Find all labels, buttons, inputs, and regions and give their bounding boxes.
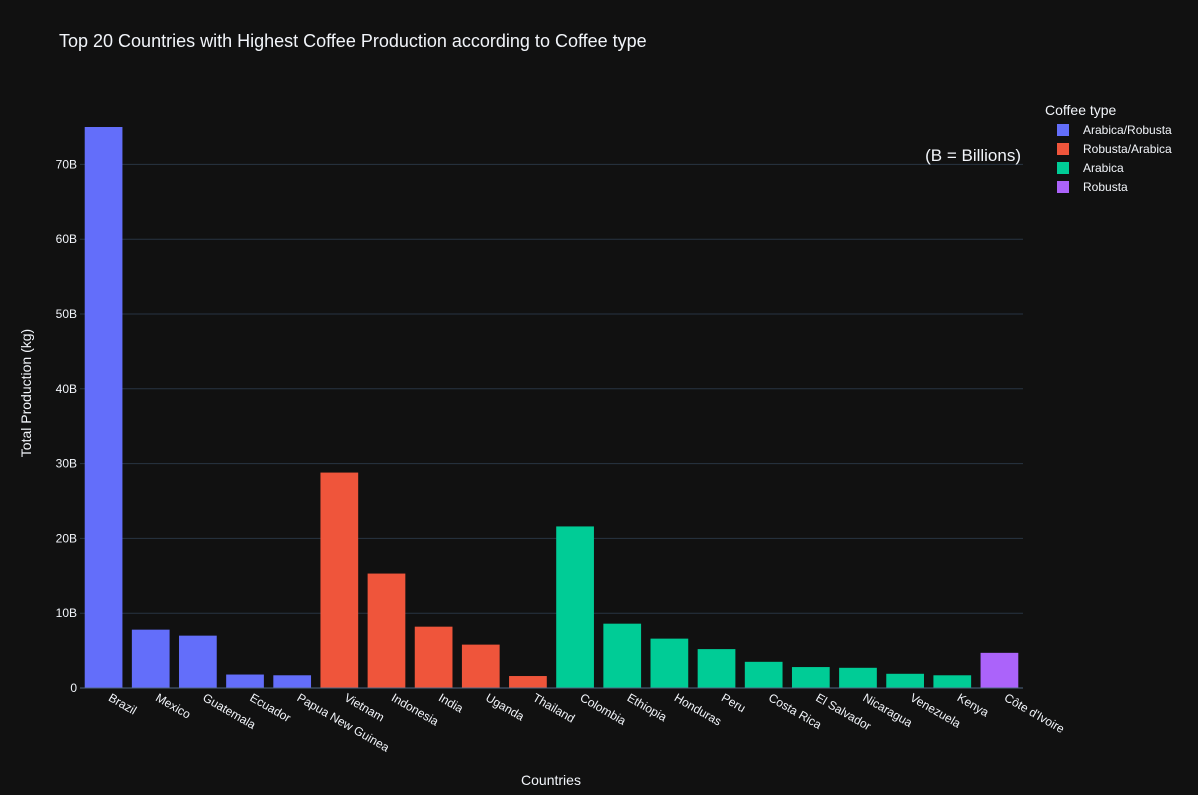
bar-india[interactable] bbox=[414, 626, 453, 688]
x-tick-label: Colombia bbox=[578, 690, 629, 728]
x-tick-label: Brazil bbox=[106, 690, 139, 717]
legend[interactable]: Coffee type Arabica/Robusta Robusta/Arabi… bbox=[1045, 102, 1172, 194]
legend-item[interactable]: Arabica/Robusta bbox=[1057, 123, 1172, 137]
bar-venezuela[interactable] bbox=[886, 673, 924, 688]
x-tick-label: Honduras bbox=[672, 690, 724, 728]
bar-papua-new-guinea[interactable] bbox=[273, 675, 312, 688]
bar-kenya[interactable] bbox=[933, 675, 972, 688]
x-tick-label: Uganda bbox=[483, 690, 527, 723]
y-tick-label: 30B bbox=[56, 457, 77, 471]
x-tick-label: Indonesia bbox=[389, 690, 441, 728]
y-tick-label: 0 bbox=[70, 681, 77, 695]
legend-label: Arabica/Robusta bbox=[1083, 123, 1172, 137]
x-tick-label: India bbox=[436, 690, 466, 715]
bar-vietnam[interactable] bbox=[320, 472, 359, 688]
y-tick-label: 70B bbox=[56, 157, 77, 171]
bar-el-salvador[interactable] bbox=[791, 667, 830, 688]
legend-item[interactable]: Arabica bbox=[1057, 161, 1124, 175]
bars[interactable] bbox=[84, 127, 1019, 688]
legend-swatch bbox=[1057, 181, 1069, 193]
legend-swatch bbox=[1057, 143, 1069, 155]
legend-label: Arabica bbox=[1083, 161, 1124, 175]
bar-brazil[interactable] bbox=[84, 127, 123, 688]
bar-uganda[interactable] bbox=[461, 644, 500, 688]
legend-item[interactable]: Robusta/Arabica bbox=[1057, 142, 1172, 156]
x-tick-label: Thailand bbox=[530, 690, 577, 725]
legend-item[interactable]: Robusta bbox=[1057, 180, 1128, 194]
x-tick-label: Mexico bbox=[153, 690, 193, 721]
bar-costa-rica[interactable] bbox=[744, 661, 783, 688]
x-tick-label: Kenya bbox=[955, 690, 992, 719]
x-tick-label: Venezuela bbox=[908, 690, 964, 730]
x-tick-label: Côte d'Ivoire bbox=[1002, 690, 1067, 736]
bar-mexico[interactable] bbox=[131, 629, 170, 688]
x-axis-title: Countries bbox=[521, 772, 581, 788]
chart-title: Top 20 Countries with Highest Coffee Pro… bbox=[59, 31, 647, 51]
legend-title: Coffee type bbox=[1045, 102, 1117, 118]
bar-ecuador[interactable] bbox=[226, 674, 264, 688]
y-axis-title: Total Production (kg) bbox=[18, 329, 34, 457]
y-tick-label: 10B bbox=[56, 606, 77, 620]
bar-ethiopia[interactable] bbox=[603, 623, 642, 688]
legend-swatch bbox=[1057, 124, 1069, 136]
y-tick-label: 40B bbox=[56, 382, 77, 396]
gridlines bbox=[80, 163, 1023, 614]
legend-label: Robusta bbox=[1083, 180, 1128, 194]
bar-colombia[interactable] bbox=[556, 526, 594, 688]
y-tick-label: 50B bbox=[56, 307, 77, 321]
x-tick-label: Ethiopia bbox=[625, 690, 670, 724]
bar-peru[interactable] bbox=[697, 649, 736, 688]
x-tick-label: Costa Rica bbox=[766, 690, 824, 732]
legend-label: Robusta/Arabica bbox=[1083, 142, 1172, 156]
billions-annotation: (B = Billions) bbox=[925, 146, 1021, 165]
bar-nicaragua[interactable] bbox=[839, 667, 877, 688]
y-tick-label: 60B bbox=[56, 232, 77, 246]
bar-c-te-d-ivoire[interactable] bbox=[980, 652, 1019, 688]
y-tick-label: 20B bbox=[56, 531, 77, 545]
bar-thailand[interactable] bbox=[509, 676, 547, 688]
bar-indonesia[interactable] bbox=[367, 573, 406, 688]
x-tick-label: Peru bbox=[719, 690, 748, 715]
legend-swatch bbox=[1057, 162, 1069, 174]
bar-guatemala[interactable] bbox=[179, 635, 217, 688]
y-axis-ticks: 0 10B 20B 30B 40B 50B 60B 70B bbox=[56, 157, 78, 695]
bar-honduras[interactable] bbox=[650, 638, 689, 688]
